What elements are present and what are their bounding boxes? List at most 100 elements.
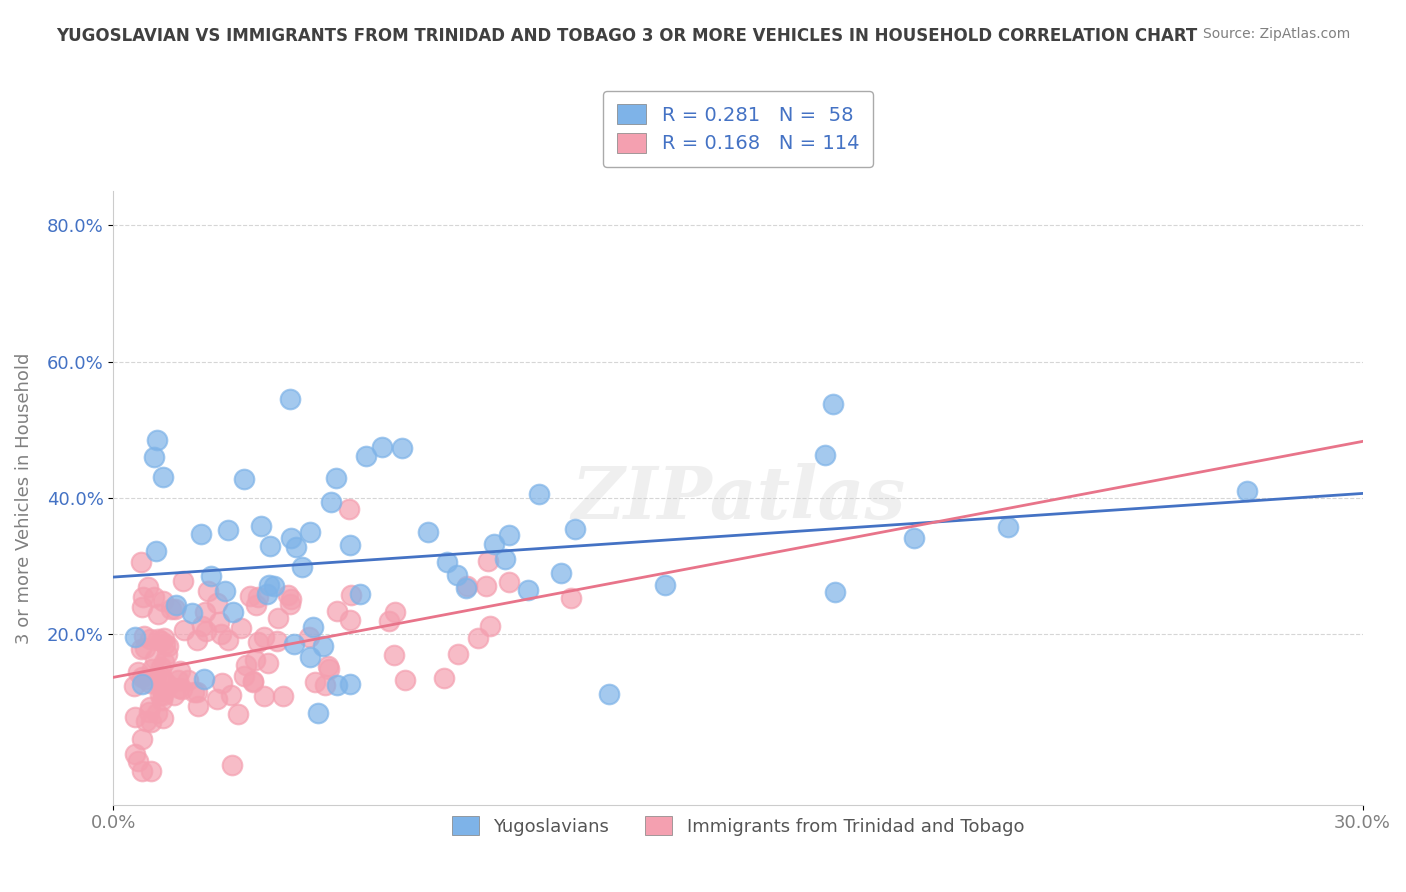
- Point: [229, 621, 252, 635]
- Point: [167, 681, 190, 695]
- Point: [226, 707, 249, 722]
- Point: [127, 754, 149, 768]
- Point: [205, 692, 228, 706]
- Point: [326, 604, 349, 618]
- Point: [139, 632, 162, 646]
- Point: [145, 669, 167, 683]
- Point: [314, 678, 336, 692]
- Point: [484, 537, 506, 551]
- Point: [152, 688, 174, 702]
- Point: [271, 689, 294, 703]
- Point: [157, 639, 180, 653]
- Point: [477, 554, 499, 568]
- Point: [131, 599, 153, 614]
- Point: [243, 653, 266, 667]
- Point: [136, 580, 159, 594]
- Point: [124, 679, 146, 693]
- Point: [814, 448, 837, 462]
- Point: [131, 677, 153, 691]
- Point: [181, 607, 204, 621]
- Point: [197, 584, 219, 599]
- Point: [304, 674, 326, 689]
- Point: [170, 681, 193, 696]
- Point: [339, 588, 361, 602]
- Point: [299, 524, 322, 539]
- Point: [193, 672, 215, 686]
- Point: [997, 520, 1019, 534]
- Point: [135, 714, 157, 729]
- Point: [124, 747, 146, 762]
- Point: [131, 642, 153, 657]
- Point: [564, 522, 586, 536]
- Point: [222, 606, 245, 620]
- Point: [339, 537, 361, 551]
- Point: [232, 668, 254, 682]
- Point: [195, 624, 218, 638]
- Point: [190, 527, 212, 541]
- Point: [263, 579, 285, 593]
- Point: [141, 662, 163, 676]
- Point: [141, 714, 163, 729]
- Point: [218, 632, 240, 647]
- Point: [498, 574, 520, 589]
- Point: [377, 615, 399, 629]
- Point: [302, 620, 325, 634]
- Point: [132, 590, 155, 604]
- Point: [205, 596, 228, 610]
- Point: [139, 699, 162, 714]
- Point: [391, 441, 413, 455]
- Point: [339, 677, 361, 691]
- Point: [280, 591, 302, 606]
- Point: [371, 441, 394, 455]
- Point: [172, 574, 194, 588]
- Point: [319, 495, 342, 509]
- Point: [433, 671, 456, 685]
- Point: [257, 577, 280, 591]
- Point: [160, 601, 183, 615]
- Point: [139, 764, 162, 778]
- Point: [152, 594, 174, 608]
- Point: [298, 650, 321, 665]
- Point: [454, 581, 477, 595]
- Point: [280, 532, 302, 546]
- Point: [146, 706, 169, 720]
- Point: [152, 470, 174, 484]
- Point: [326, 677, 349, 691]
- Point: [436, 555, 458, 569]
- Point: [312, 639, 335, 653]
- Point: [165, 602, 187, 616]
- Point: [903, 531, 925, 545]
- Point: [253, 689, 276, 703]
- Point: [349, 587, 371, 601]
- Point: [278, 597, 301, 611]
- Point: [527, 487, 550, 501]
- Point: [307, 706, 329, 721]
- Point: [143, 450, 166, 464]
- Point: [479, 619, 502, 633]
- Point: [259, 539, 281, 553]
- Point: [124, 710, 146, 724]
- Point: [186, 632, 208, 647]
- Text: Source: ZipAtlas.com: Source: ZipAtlas.com: [1202, 27, 1350, 41]
- Point: [131, 670, 153, 684]
- Point: [267, 611, 290, 625]
- Point: [173, 624, 195, 638]
- Point: [152, 711, 174, 725]
- Point: [211, 676, 233, 690]
- Point: [217, 523, 239, 537]
- Point: [318, 662, 340, 676]
- Point: [416, 525, 439, 540]
- Point: [325, 471, 347, 485]
- Point: [285, 540, 308, 554]
- Point: [149, 633, 172, 648]
- Point: [153, 675, 176, 690]
- Legend: R = 0.281   N =  58, R = 0.168   N = 114: R = 0.281 N = 58, R = 0.168 N = 114: [603, 91, 873, 167]
- Point: [654, 578, 676, 592]
- Point: [238, 589, 260, 603]
- Point: [200, 569, 222, 583]
- Point: [208, 615, 231, 629]
- Point: [256, 656, 278, 670]
- Point: [149, 660, 172, 674]
- Point: [157, 678, 180, 692]
- Point: [339, 613, 361, 627]
